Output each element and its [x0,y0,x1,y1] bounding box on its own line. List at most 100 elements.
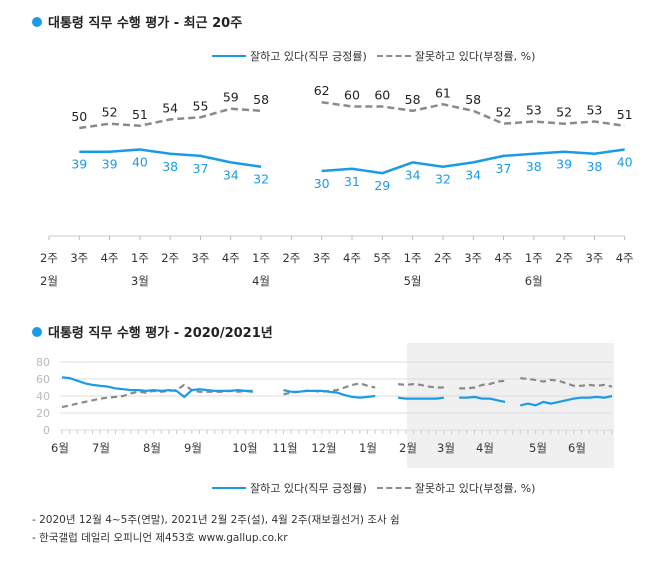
title-bullet-icon [32,326,42,337]
chart1-positive-data-label: 32 [253,172,269,187]
chart2-month-label: 5월 [529,441,547,455]
chart2-y-tick-label: 0 [43,424,50,437]
chart1-month-label: 4월 [252,274,270,288]
chart1-legend: 잘하고 있다(직무 긍정률) 잘못하고 있다(부정률, %) [212,48,535,64]
chart1-negative-data-label: 51 [132,107,148,122]
chart1-negative-data-label: 52 [496,105,512,120]
chart2-month-label: 4월 [476,441,494,455]
chart2-y-tick-label: 40 [36,390,50,403]
chart2-title: 대통령 직무 수행 평가 - 2020/2021년 [32,322,273,341]
chart1-positive-data-label: 39 [71,157,87,172]
chart1-negative-data-label: 52 [102,105,118,120]
chart1-week-label: 5주 [373,251,391,265]
chart1-week-label: 1주 [525,251,543,265]
chart2-plot: 0 20 40 60 80 6월 7월 8월 9월 10월 11월 12월 1월 2월 3월 4월 5월 6월 [36,343,614,468]
chart2-month-label: 6월 [568,441,586,455]
chart1-negative-data-label: 60 [344,88,360,103]
chart1-negative-data-label: 52 [556,105,572,120]
chart2-month-label: 2월 [399,441,417,455]
chart1-negative-data-label: 54 [162,100,178,115]
chart1-week-label: 2주 [161,251,179,265]
legend-solid-line-icon [212,487,246,489]
legend-negative-label: 잘못하고 있다(부정률, %) [414,50,536,63]
chart1-positive-data-label: 38 [162,159,178,174]
chart2-month-label: 10월 [232,441,257,455]
legend-negative-label: 잘못하고 있다(부정률, %) [414,482,536,495]
chart1-positive-data-label: 37 [193,161,209,176]
chart1-positive-data-label: 37 [496,161,512,176]
chart2-month-label: 12월 [311,441,336,455]
chart1-week-label: 1주 [404,251,422,265]
chart1-week-label: 2주 [40,251,58,265]
legend-dashed-line-icon [376,55,411,57]
chart1-week-label: 3주 [313,251,331,265]
chart2-shaded-period [407,343,614,468]
chart1-week-label: 4주 [495,251,513,265]
chart1-positive-line [79,148,625,175]
chart1-negative-line [79,100,625,130]
chart2-month-label: 11월 [272,441,297,455]
chart1-negative-data-label: 53 [586,103,602,118]
chart1-positive-data-label: 39 [102,157,118,172]
chart2-y-tick-label: 60 [36,373,50,386]
chart1-week-label: 3주 [464,251,482,265]
title-bullet-icon [32,16,42,27]
legend-solid-line-icon [212,55,246,57]
legend-positive-label: 잘하고 있다(직무 긍정률) [250,482,367,495]
chart1-negative-data-label: 50 [71,109,87,124]
chart1-positive-data-label: 32 [435,172,451,187]
chart1-negative-data-label: 61 [435,85,451,100]
chart1-positive-data-label: 31 [344,174,360,189]
chart1-week-label: 4주 [343,251,361,265]
chart2-month-label: 3월 [437,441,455,455]
chart1-week-label: 2주 [434,251,452,265]
chart1-negative-data-label: 59 [223,90,239,105]
chart2-month-label: 6월 [51,441,69,455]
chart1-week-label: 2주 [282,251,300,265]
chart1-plot: 2주 3주 4주 1주 2주 3주 4주 1주 2주 3주 4주 5주 1주 2주 3주 4주 1주 2주 3주 4주… [40,83,634,288]
chart1-month-label: 5월 [404,274,422,288]
chart1-month-label: 6월 [525,274,543,288]
chart2-title-text: 대통령 직무 수행 평가 - 2020/2021년 [48,326,273,341]
chart1-month-label: 3월 [131,274,149,288]
chart1-week-label: 3주 [70,251,88,265]
chart1-positive-data-label: 40 [617,155,633,170]
chart1-positive-data-label: 34 [465,167,481,182]
chart1-week-label: 1주 [131,251,149,265]
chart1-positive-data-label: 34 [223,167,239,182]
chart1-negative-data-label: 58 [465,92,481,107]
chart1-negative-data-label: 58 [405,92,421,107]
chart1-week-label: 4주 [101,251,119,265]
chart1-positive-data-label: 40 [132,155,148,170]
chart2-month-label: 8월 [143,441,161,455]
chart1-title: 대통령 직무 수행 평가 - 최근 20주 [32,12,242,31]
chart1-week-label: 3주 [585,251,603,265]
legend-dashed-line-icon [376,487,411,489]
footnote-source: - 한국갤럽 데일리 오피니언 제453호 www.gallup.co.kr [32,532,288,544]
chart1-month-label: 2월 [40,274,58,288]
chart1-negative-data-label: 55 [193,98,209,113]
chart1-title-text: 대통령 직무 수행 평가 - 최근 20주 [48,16,243,31]
chart2-y-tick-label: 80 [36,356,50,369]
chart2-negative-line [61,377,613,409]
chart1-negative-data-label: 58 [253,92,269,107]
chart1-positive-data-label: 30 [314,176,330,191]
chart1-negative-data-label: 51 [617,107,633,122]
chart1-week-label: 4주 [616,251,634,265]
legend-positive-label: 잘하고 있다(직무 긍정률) [250,50,367,63]
chart1-negative-data-label: 60 [374,88,390,103]
chart1-week-label: 3주 [192,251,210,265]
chart2-month-label: 9월 [184,441,202,455]
chart1-positive-data-label: 38 [526,159,542,174]
chart1-negative-data-label: 62 [314,83,330,98]
chart1-week-label: 2주 [555,251,573,265]
chart1-week-label: 1주 [252,251,270,265]
chart1-week-label: 4주 [222,251,240,265]
chart2-month-label: 1월 [359,441,377,455]
chart2-legend: 잘하고 있다(직무 긍정률) 잘못하고 있다(부정률, %) [212,480,535,496]
chart1-positive-data-label: 38 [586,159,602,174]
footnote-survey-gaps: - 2020년 12월 4~5주(연말), 2021년 2월 2주(설), 4월… [32,514,400,526]
chart2-month-label: 7월 [92,441,110,455]
chart1-negative-data-label: 53 [526,103,542,118]
chart1-positive-data-label: 34 [405,167,421,182]
